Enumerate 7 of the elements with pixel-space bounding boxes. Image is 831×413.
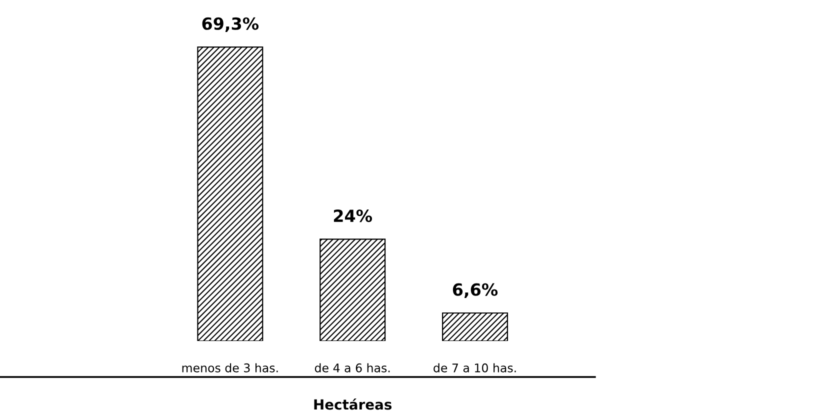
data-label: 24% bbox=[334, 209, 372, 222]
data-label: 69,3% bbox=[202, 17, 259, 32]
x-tick-label: menos de 3 has. bbox=[182, 363, 278, 372]
x-tick-label: de 4 a 6 has. bbox=[314, 363, 390, 372]
x-axis-title: Hectáreas bbox=[314, 398, 392, 410]
data-label: 6,6% bbox=[452, 283, 498, 298]
x-tick-label: de 7 a 10 has. bbox=[434, 363, 516, 372]
